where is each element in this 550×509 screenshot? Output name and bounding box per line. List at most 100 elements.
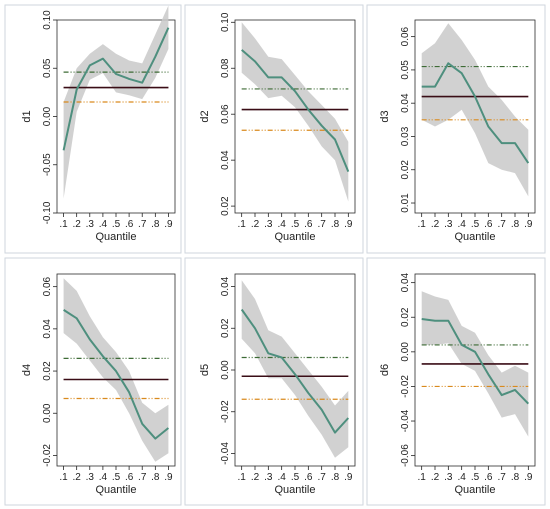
x-tick-label: .8 [331, 219, 340, 230]
quantile-estimate-line [421, 318, 530, 405]
x-tick-label: .1 [417, 472, 426, 483]
y-tick-label: 0.04 [220, 276, 231, 296]
x-tick-label: .7 [138, 472, 147, 483]
x-axis-title: Quantile [455, 231, 496, 243]
y-tick-label: 0.00 [400, 342, 411, 362]
y-tick-label: 0.06 [42, 276, 53, 296]
y-tick-label: 0.02 [400, 160, 411, 180]
x-tick-label: .8 [151, 472, 160, 483]
x-tick-label: .5 [471, 219, 480, 230]
x-axis-title: Quantile [275, 484, 316, 496]
y-tick-label: 0.02 [220, 318, 231, 338]
x-tick-label: .7 [138, 219, 147, 230]
y-tick-label: 0.06 [400, 26, 411, 46]
y-tick-label: 0.04 [400, 272, 411, 292]
x-tick-label: .5 [471, 472, 480, 483]
y-tick-label: 0.00 [42, 106, 53, 126]
x-tick-label: .3 [264, 219, 273, 230]
x-axis-title: Quantile [96, 484, 137, 496]
y-tick-label: -0.04 [220, 442, 231, 465]
y-axis-title: d6 [379, 364, 391, 376]
quantile-estimate-line [241, 49, 350, 172]
x-tick-label: .7 [317, 472, 326, 483]
y-tick-label: 0.10 [42, 10, 53, 30]
x-tick-label: .1 [417, 219, 426, 230]
x-tick-label: .9 [164, 219, 173, 230]
x-tick-label: .3 [444, 219, 453, 230]
x-tick-label: .6 [125, 219, 134, 230]
x-axis-title: Quantile [96, 231, 137, 243]
x-tick-label: .6 [304, 472, 313, 483]
x-tick-label: .6 [484, 472, 493, 483]
panel-d3: 0.01 0.02 0.03 0.04 0.05 0.06 .1 .2 .3 .4 .5 .6 .7 .8… [366, 4, 546, 254]
y-tick-label: 0.05 [400, 60, 411, 80]
x-tick-label: .2 [251, 472, 260, 483]
x-tick-label: .4 [457, 472, 466, 483]
x-tick-label: .3 [264, 472, 273, 483]
x-axis-title: Quantile [455, 484, 496, 496]
x-tick-label: .5 [291, 472, 300, 483]
y-tick-label: 0.02 [400, 307, 411, 327]
y-tick-label: 0.02 [42, 361, 53, 381]
x-tick-label: .5 [112, 219, 121, 230]
y-axis-title: d2 [199, 110, 211, 122]
panel-d5: -0.04 -0.02 0.00 0.02 0.04 .1 .2 .3 .4 .5 .6 .7 .8 .9… [184, 257, 364, 506]
y-tick-label: 0.04 [42, 319, 53, 339]
x-tick-label: .9 [344, 472, 353, 483]
confidence-band [241, 22, 349, 202]
x-tick-label: .2 [72, 219, 81, 230]
y-tick-label: 0.01 [400, 193, 411, 213]
x-tick-label: .8 [511, 472, 520, 483]
x-tick-label: .8 [331, 472, 340, 483]
x-tick-label: .2 [251, 219, 260, 230]
y-tick-label: -0.02 [400, 375, 411, 398]
y-tick-label: 0.00 [220, 360, 231, 380]
y-tick-label: 0.08 [220, 58, 231, 78]
x-tick-label: .1 [59, 219, 68, 230]
y-axis-title: d1 [21, 110, 33, 122]
x-tick-label: .3 [86, 219, 95, 230]
x-tick-label: .6 [125, 472, 134, 483]
x-tick-label: .7 [497, 472, 506, 483]
x-tick-label: .4 [277, 472, 286, 483]
y-tick-label: -0.06 [400, 444, 411, 467]
y-tick-label: 0.02 [220, 196, 231, 216]
y-tick-label: 0.04 [400, 93, 411, 113]
quantile-estimate-line [62, 27, 170, 151]
y-tick-label: -0.05 [42, 153, 53, 176]
y-tick-label: 0.05 [42, 58, 53, 78]
confidence-band [241, 280, 349, 458]
panel-d6: -0.06 -0.04 -0.02 0.00 0.02 0.04 .1 .2 .3 .4 .5 .6.… [366, 257, 546, 506]
x-tick-label: .7 [317, 219, 326, 230]
x-tick-label: .4 [277, 219, 286, 230]
y-tick-label: 0.10 [220, 12, 231, 32]
x-tick-label: .9 [524, 472, 533, 483]
x-tick-label: .4 [99, 472, 108, 483]
x-tick-label: .8 [151, 219, 160, 230]
x-tick-label: .2 [72, 472, 81, 483]
x-tick-label: .5 [291, 219, 300, 230]
y-tick-label: -0.02 [42, 444, 53, 467]
panel-d4: -0.02 0.00 0.02 0.04 0.06 .1 .2 .3 .4 .5 .6 .7 .8 .9 Q… [4, 257, 182, 506]
x-tick-label: .6 [484, 219, 493, 230]
y-tick-label: -0.10 [42, 201, 53, 224]
x-axis-title: Quantile [275, 231, 316, 243]
y-axis-title: d5 [199, 364, 211, 376]
x-tick-label: .3 [444, 472, 453, 483]
quantile-estimate-line [240, 308, 350, 434]
x-tick-label: .2 [431, 472, 440, 483]
x-tick-label: .4 [99, 219, 108, 230]
y-axis-title: d3 [379, 110, 391, 122]
x-tick-label: .3 [86, 472, 95, 483]
y-tick-label: 0.06 [220, 104, 231, 124]
y-tick-label: -0.04 [400, 409, 411, 432]
x-tick-label: .9 [524, 219, 533, 230]
x-tick-label: .1 [237, 472, 246, 483]
x-tick-label: .9 [164, 472, 173, 483]
quantile-estimate-line [63, 309, 170, 440]
x-tick-label: .2 [431, 219, 440, 230]
x-tick-label: .8 [511, 219, 520, 230]
panel-d2: 0.02 0.04 0.06 0.08 0.10 .1 .2 .3 .4 .5 .6 .7 .8 .9 Qu… [184, 4, 364, 254]
x-tick-label: .7 [497, 219, 506, 230]
